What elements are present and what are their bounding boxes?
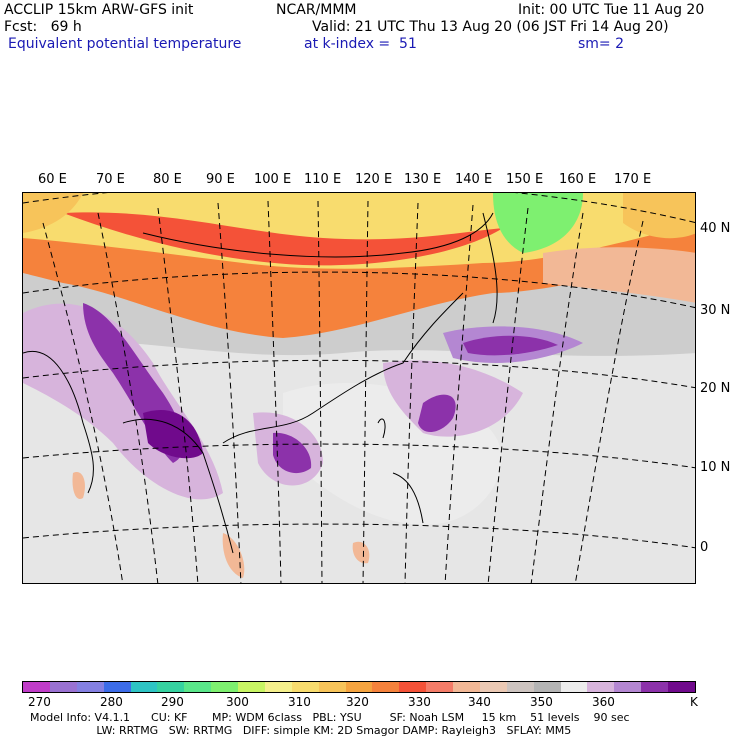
colorbar-swatch xyxy=(506,682,534,692)
colorbar-swatch xyxy=(184,682,212,692)
colorbar-swatch xyxy=(49,682,77,692)
colorbar-swatch xyxy=(560,682,588,692)
colorbar-swatch xyxy=(614,682,642,692)
lon-label: 170 E xyxy=(614,172,652,187)
colorbar-tick: 270 xyxy=(28,695,51,709)
colorbar-swatch xyxy=(533,682,561,692)
vertical-level: at k-index = 51 xyxy=(304,36,417,52)
run-title: ACCLIP 15km ARW-GFS init xyxy=(4,2,194,18)
colorbar-tick: 310 xyxy=(288,695,311,709)
colorbar-tick: 320 xyxy=(346,695,369,709)
colorbar-swatch xyxy=(372,682,400,692)
colorbar-swatch xyxy=(76,682,104,692)
colorbar-swatch xyxy=(426,682,453,692)
colorbar xyxy=(22,681,696,693)
map-canvas xyxy=(23,193,695,583)
colorbar-swatch xyxy=(130,682,158,692)
colorbar-swatch xyxy=(345,682,373,692)
model-info-line1: Model Info: V4.1.1 CU: KF MP: WDM 6class… xyxy=(30,711,630,724)
colorbar-swatch xyxy=(668,682,695,692)
lon-label: 140 E xyxy=(455,172,493,187)
colorbar-unit: K xyxy=(690,695,698,709)
lon-label: 100 E xyxy=(254,172,292,187)
lat-label: 40 N xyxy=(700,221,731,236)
colorbar-swatch xyxy=(587,682,615,692)
colorbar-swatch xyxy=(399,682,427,692)
colorbar-swatch xyxy=(264,682,292,692)
lon-label: 130 E xyxy=(404,172,442,187)
colorbar-swatch xyxy=(479,682,507,692)
colorbar-tick: 300 xyxy=(226,695,249,709)
colorbar-tick: 330 xyxy=(408,695,431,709)
colorbar-tick: 360 xyxy=(592,695,615,709)
colorbar-swatch xyxy=(211,682,238,692)
colorbar-tick: 350 xyxy=(530,695,553,709)
lon-label: 150 E xyxy=(506,172,544,187)
theta-e-map xyxy=(22,192,696,584)
lon-label: 110 E xyxy=(304,172,342,187)
lon-label: 70 E xyxy=(96,172,125,187)
colorbar-swatch xyxy=(103,682,131,692)
colorbar-swatch xyxy=(157,682,185,692)
lon-label: 160 E xyxy=(559,172,597,187)
lat-label: 0 xyxy=(700,540,709,555)
colorbar-tick: 290 xyxy=(161,695,184,709)
lon-label: 60 E xyxy=(38,172,67,187)
lon-label: 80 E xyxy=(153,172,182,187)
colorbar-swatch xyxy=(291,682,319,692)
lat-label: 30 N xyxy=(700,303,731,318)
colorbar-swatch xyxy=(23,682,50,692)
smoothing-label: sm= 2 xyxy=(578,36,625,52)
colorbar-tick: 280 xyxy=(100,695,123,709)
lat-label: 10 N xyxy=(700,460,731,475)
lon-label: 120 E xyxy=(355,172,393,187)
institution-label: NCAR/MMM xyxy=(276,2,357,18)
init-time: Init: 00 UTC Tue 11 Aug 20 xyxy=(518,2,705,18)
colorbar-swatch xyxy=(318,682,346,692)
lon-label: 90 E xyxy=(206,172,235,187)
colorbar-swatch xyxy=(641,682,668,692)
valid-time: Valid: 21 UTC Thu 13 Aug 20 (06 JST Fri … xyxy=(312,19,669,35)
colorbar-tick: 340 xyxy=(468,695,491,709)
field-name: Equivalent potential temperature xyxy=(8,36,242,52)
model-info-line2: LW: RRTMG SW: RRTMG DIFF: simple KM: 2D … xyxy=(30,724,572,737)
forecast-hour: Fcst: 69 h xyxy=(4,19,82,35)
colorbar-swatch xyxy=(453,682,480,692)
lat-label: 20 N xyxy=(700,381,731,396)
colorbar-swatch xyxy=(238,682,265,692)
